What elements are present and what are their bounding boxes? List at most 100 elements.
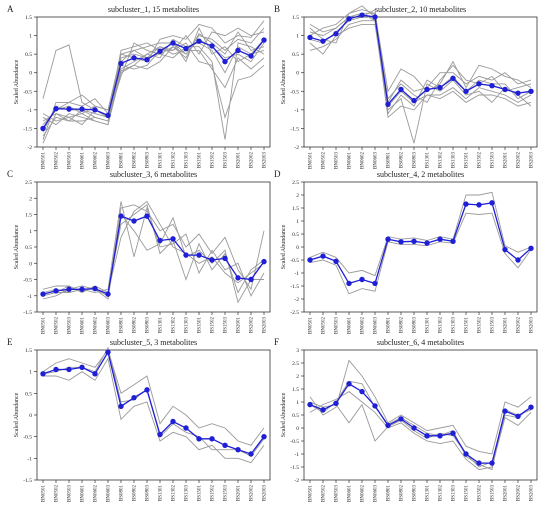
mean-point — [385, 101, 391, 107]
member-line — [42, 27, 265, 126]
plot-frame — [36, 16, 271, 148]
panel-letter: F — [274, 337, 279, 347]
x-tick-label: BS1301 — [426, 485, 431, 502]
mean-point — [346, 381, 352, 387]
mean-line — [309, 14, 532, 106]
y-tick-label: -1.5 — [23, 478, 32, 484]
x-tick-label: BS1503 — [224, 152, 229, 169]
x-tick-label: BS0802 — [400, 485, 405, 502]
mean-point — [372, 403, 378, 409]
member-line — [309, 9, 532, 93]
x-tick-label: BS0801 — [387, 152, 392, 169]
member-line — [42, 46, 265, 137]
mean-point — [333, 400, 339, 406]
x-tick-label: BS2003 — [530, 317, 535, 334]
member-line — [309, 20, 532, 119]
x-tick-label: BS2002 — [517, 152, 522, 169]
x-tick-label: BS0801 — [120, 152, 125, 169]
y-tick-label: 1.5 — [25, 348, 32, 354]
x-tick-label: BS0802 — [400, 152, 405, 169]
y-tick-label: 0.5 — [25, 245, 32, 251]
mean-point — [183, 425, 189, 431]
x-tick-label: BN0603 — [374, 317, 379, 334]
x-tick-label: BS2002 — [517, 485, 522, 502]
mean-point — [528, 404, 534, 410]
mean-point — [502, 86, 508, 93]
y-tick-label: -2 — [294, 145, 299, 151]
mean-point — [411, 425, 417, 431]
y-tick-label: 0 — [29, 71, 32, 77]
x-tick-label: BN0501 — [42, 152, 47, 169]
mean-point — [79, 286, 85, 292]
mean-point — [222, 255, 228, 262]
y-tick-label: -1 — [27, 108, 32, 114]
x-tick-label: BS2003 — [530, 485, 535, 502]
x-tick-label: BN0502 — [55, 152, 60, 169]
y-tick-label: 2 — [296, 374, 299, 380]
panel-title: subcluster_3, 6 metabolites — [110, 170, 197, 179]
x-tick-label: BN0603 — [107, 152, 112, 169]
x-tick-label: BN0601 — [348, 317, 353, 334]
y-tick-label: 2.5 — [292, 180, 299, 186]
y-tick-label: -1.5 — [290, 284, 299, 290]
x-tick-label: BS1302 — [172, 485, 177, 502]
mean-point — [235, 47, 241, 54]
mean-point — [144, 387, 150, 393]
x-tick-label: BS1501 — [465, 317, 470, 334]
x-tick-label: BS2001 — [237, 317, 242, 334]
x-tick-label: BS1502 — [211, 317, 216, 334]
y-tick-label: 1.5 — [25, 213, 32, 219]
x-tick-label: BS1301 — [159, 317, 164, 334]
y-tick-label: -0.5 — [290, 89, 299, 95]
member-line — [43, 357, 265, 464]
x-tick-label: BN0503 — [335, 485, 340, 502]
plot-frame — [303, 181, 538, 313]
mean-point — [398, 86, 404, 93]
x-tick-label: BS2001 — [504, 317, 509, 334]
mean-point — [333, 31, 339, 37]
panel-letter: E — [7, 337, 13, 347]
mean-point — [144, 57, 150, 63]
x-tick-label: BS0803 — [413, 317, 418, 334]
member-line — [42, 201, 265, 297]
mean-point — [196, 252, 202, 258]
x-tick-label: BN0502 — [322, 152, 327, 169]
y-tick-label: 0 — [29, 261, 32, 267]
x-tick-label: BS1502 — [211, 152, 216, 169]
x-tick-label: BS0803 — [146, 317, 151, 334]
x-tick-label: BS1303 — [452, 317, 457, 334]
x-tick-label: BN0601 — [348, 152, 353, 169]
mean-point — [528, 88, 534, 94]
mean-point — [92, 285, 98, 292]
x-tick-label: BN0502 — [55, 317, 60, 334]
mean-point — [248, 276, 254, 283]
x-tick-label: BS2002 — [250, 317, 255, 334]
y-tick-label: 1.5 — [25, 15, 32, 21]
x-tick-label: BN0601 — [81, 317, 86, 334]
panel-title: subcluster_4, 2 metabolites — [377, 170, 464, 179]
mean-point — [79, 364, 85, 371]
y-tick-label: -0.5 — [23, 89, 32, 95]
x-tick-label: BN0603 — [374, 152, 379, 169]
mean-point — [307, 34, 313, 41]
mean-point — [320, 407, 326, 413]
mean-point — [372, 14, 378, 20]
mean-point — [476, 202, 482, 208]
mean-point — [333, 258, 339, 264]
member-line — [309, 380, 532, 471]
y-tick-label: -1.5 — [290, 126, 299, 132]
y-tick-label: -1.5 — [23, 310, 32, 316]
y-tick-label: 2.5 — [292, 361, 299, 367]
mean-line — [309, 202, 532, 285]
y-axis-label: Scaled Abundance — [281, 59, 287, 104]
mean-point — [489, 200, 495, 206]
x-tick-label: BN0501 — [42, 317, 47, 334]
panel-title: subcluster_5, 3 metabolites — [110, 338, 197, 347]
mean-point — [170, 40, 176, 46]
mean-point — [53, 366, 59, 373]
mean-point — [385, 422, 391, 429]
mean-point — [346, 16, 352, 22]
x-tick-label: BS2001 — [504, 485, 509, 502]
